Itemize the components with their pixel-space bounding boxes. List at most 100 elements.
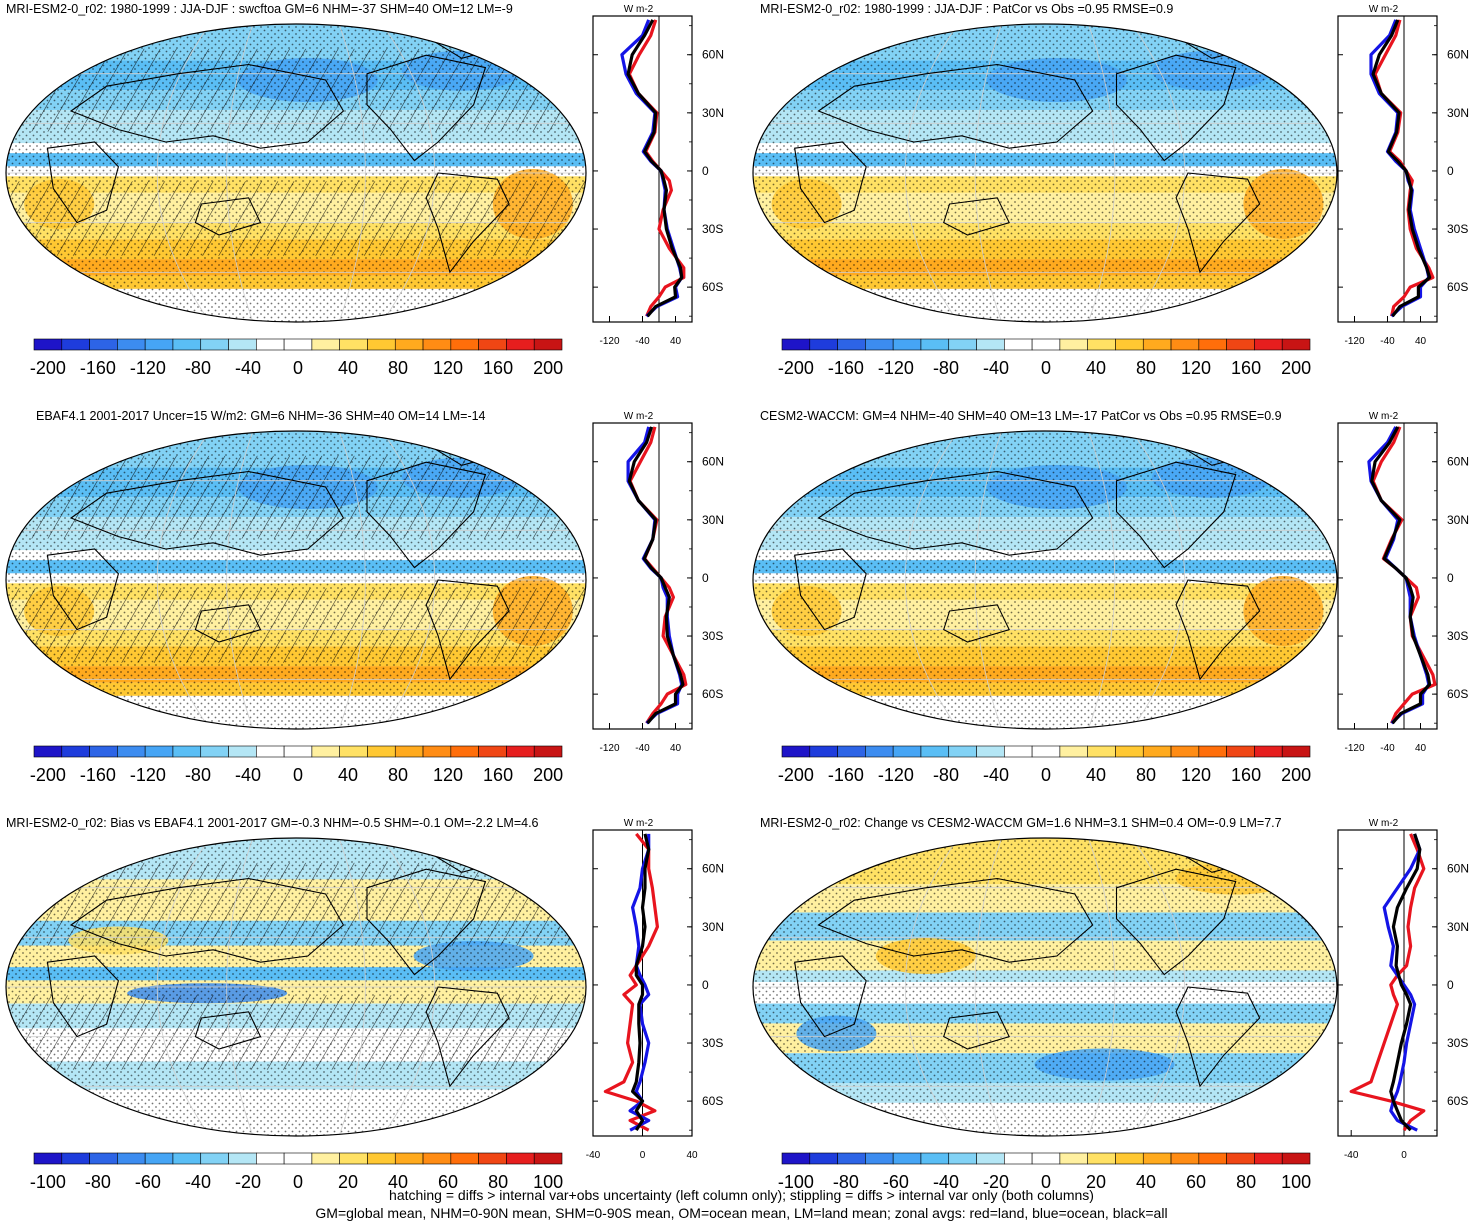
graticule-line — [905, 431, 959, 729]
zonal-frame — [592, 422, 693, 730]
colorbar-box — [422, 338, 452, 351]
colorbar-label: -120 — [130, 765, 166, 785]
colorbar-label: 40 — [388, 1172, 408, 1192]
zonal-frame — [1337, 422, 1438, 730]
colorbar-box — [283, 1152, 313, 1165]
lat-tick-label: 60N — [702, 48, 724, 62]
colorbar-label: 160 — [483, 358, 513, 378]
lat-tick-label: 0 — [702, 164, 709, 178]
graticule-line — [381, 431, 436, 729]
colorbar-box — [533, 1152, 563, 1165]
colorbar-label: -80 — [833, 1172, 859, 1192]
colorbar: -100 -80 -60 -40 -20 0 20 40 60 80 100 — [30, 1152, 563, 1192]
graticule-line — [1131, 431, 1185, 729]
colorbar-box — [781, 338, 811, 351]
lat-tick-label: 30N — [1447, 920, 1469, 934]
colorbar-label: 200 — [533, 765, 563, 785]
colorbar-label: -40 — [933, 1172, 959, 1192]
colorbar-box — [89, 745, 118, 758]
graticule-line — [156, 24, 211, 322]
colorbar-box — [256, 745, 285, 758]
colorbar-label: 200 — [1281, 765, 1311, 785]
continent-outline — [1175, 986, 1261, 1088]
colorbar-box — [1031, 338, 1061, 351]
colorbar-box — [89, 1152, 118, 1165]
hatching-overlay — [6, 455, 586, 539]
colorbar-box — [256, 1152, 285, 1165]
colorbar-label: -80 — [933, 358, 959, 378]
colorbar-label: -20 — [983, 1172, 1009, 1192]
colorbar-box — [1004, 745, 1033, 758]
zonal-mean-plot: W m-2 60N 30N 0 30S 60S -40 0 40 — [586, 818, 724, 1161]
map-field — [753, 838, 1337, 1136]
colorbar-box — [1281, 745, 1311, 758]
colorbar: -200 -160 -120 -80 -40 0 40 80 120 160 200 — [30, 745, 563, 785]
lat-tick-label: 0 — [1447, 978, 1454, 992]
colorbar-box — [865, 338, 894, 351]
colorbar-box — [339, 745, 368, 758]
colorbar-box — [422, 745, 452, 758]
zonal-series-line — [1370, 426, 1432, 725]
colorbar-label: 0 — [1041, 358, 1051, 378]
continent-outline — [1175, 172, 1261, 274]
map-border — [5, 23, 587, 323]
colorbar-box — [311, 745, 340, 758]
colorbar-label: -80 — [85, 1172, 111, 1192]
lat-tick-label: 30N — [702, 513, 724, 527]
panel-title: MRI-ESM2-0_r02: Bias vs EBAF4.1 2001-201… — [6, 816, 539, 830]
colorbar-label: 200 — [1281, 358, 1311, 378]
colorbar-label: -20 — [235, 1172, 261, 1192]
zonal-units-label: W m-2 — [1369, 411, 1399, 422]
colorbar-label: -160 — [828, 765, 864, 785]
colorbar-label: -40 — [185, 1172, 211, 1192]
colorbar-box — [1115, 338, 1144, 351]
lat-tick-label: 60S — [702, 687, 723, 701]
zonal-units-label: W m-2 — [1369, 818, 1399, 829]
colorbar-label: -40 — [983, 358, 1009, 378]
x-tick-label: -120 — [599, 336, 619, 347]
panel-title: CESM2-WACCM: GM=4 NHM=-40 SHM=40 OM=13 L… — [760, 409, 1282, 423]
lat-tick-label: 0 — [1447, 164, 1454, 178]
colorbar-label: -200 — [778, 765, 814, 785]
zonal-series-line — [1382, 833, 1422, 1132]
colorbar-box — [1087, 338, 1116, 351]
colorbar-box — [1226, 745, 1255, 758]
graticule-line — [338, 24, 366, 322]
continent-outline — [366, 868, 487, 976]
colorbar-box — [311, 338, 340, 351]
x-tick-label: -40 — [1380, 336, 1395, 347]
colorbar-box — [394, 338, 424, 351]
colorbar-box — [809, 745, 838, 758]
colorbar-box — [1170, 1152, 1200, 1165]
zonal-series-line — [1389, 833, 1422, 1132]
colorbar-label: -60 — [135, 1172, 161, 1192]
colorbar-box — [976, 338, 1005, 351]
colorbar-box — [228, 1152, 257, 1165]
colorbar-label: -100 — [30, 1172, 66, 1192]
caption-line: GM=global mean, NHM=0-90N mean, SHM=0-90… — [315, 1205, 1168, 1221]
colorbar-box — [809, 338, 838, 351]
colorbar-box — [1142, 338, 1172, 351]
colorbar-box — [1115, 745, 1144, 758]
colorbar-label: 80 — [388, 765, 408, 785]
colorbar-box — [144, 745, 174, 758]
lat-tick-label: 30S — [1447, 222, 1468, 236]
colorbar-box — [506, 338, 535, 351]
lat-tick-label: 30S — [702, 629, 723, 643]
graticule-line — [974, 431, 1003, 729]
continent-outline — [366, 54, 487, 162]
colorbar-box — [311, 1152, 340, 1165]
lat-tick-label: 60N — [1447, 862, 1469, 876]
colorbar-box — [144, 1152, 174, 1165]
panel-title: MRI-ESM2-0_r02: 1980-1999 : JJA-DJF : Pa… — [760, 2, 1174, 16]
x-tick-label: -120 — [1344, 336, 1364, 347]
continent-outline — [366, 461, 487, 569]
colorbar-box — [533, 338, 563, 351]
continent-outline — [794, 141, 867, 224]
colorbar-label: 40 — [338, 765, 358, 785]
colorbar-box — [450, 338, 479, 351]
colorbar: -200 -160 -120 -80 -40 0 40 80 120 160 200 — [30, 338, 563, 378]
colorbar-box — [367, 1152, 396, 1165]
map-panel — [752, 430, 1338, 730]
